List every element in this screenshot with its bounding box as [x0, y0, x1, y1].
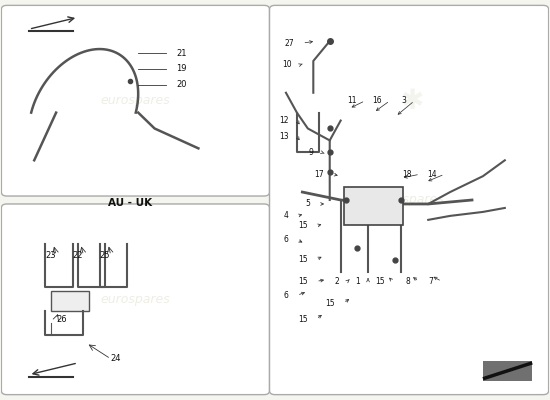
FancyBboxPatch shape	[344, 187, 403, 225]
Text: 13: 13	[279, 132, 289, 141]
Text: 23: 23	[45, 251, 56, 260]
Text: 21: 21	[177, 48, 187, 58]
Text: 19: 19	[177, 64, 187, 74]
Text: 3: 3	[402, 96, 406, 105]
Text: 15: 15	[298, 277, 308, 286]
Text: AU - UK: AU - UK	[108, 198, 152, 208]
FancyBboxPatch shape	[51, 291, 89, 311]
Text: 12: 12	[279, 116, 289, 125]
FancyBboxPatch shape	[2, 204, 269, 395]
Text: 15: 15	[375, 277, 384, 286]
Text: 25: 25	[100, 251, 111, 260]
Text: 5: 5	[306, 200, 311, 208]
Text: 11: 11	[348, 96, 357, 105]
Text: 4: 4	[284, 211, 289, 220]
Text: 6: 6	[284, 291, 289, 300]
Text: 15: 15	[326, 299, 335, 308]
Text: 14: 14	[427, 170, 437, 179]
Text: ✱: ✱	[400, 87, 424, 115]
Text: 24: 24	[111, 354, 122, 363]
Text: eurospares: eurospares	[101, 293, 170, 306]
Text: 20: 20	[177, 80, 187, 89]
Text: 15: 15	[298, 221, 308, 230]
FancyBboxPatch shape	[2, 5, 269, 196]
Text: 15: 15	[298, 315, 308, 324]
Text: 15: 15	[298, 255, 308, 264]
Text: eurospares: eurospares	[101, 94, 170, 107]
Text: 26: 26	[56, 315, 67, 324]
Text: 18: 18	[402, 170, 412, 179]
Text: 1: 1	[355, 277, 360, 286]
Text: 27: 27	[284, 38, 294, 48]
FancyBboxPatch shape	[483, 361, 532, 381]
Text: 17: 17	[315, 170, 324, 179]
Text: eurospares: eurospares	[374, 194, 444, 206]
Text: 10: 10	[282, 60, 292, 70]
Text: 7: 7	[429, 277, 434, 286]
Text: 6: 6	[284, 235, 289, 244]
Text: 8: 8	[406, 277, 411, 286]
FancyBboxPatch shape	[270, 5, 548, 395]
Text: 9: 9	[309, 148, 313, 157]
Text: 2: 2	[334, 277, 339, 286]
Text: 16: 16	[372, 96, 382, 105]
Text: 22: 22	[73, 251, 83, 260]
